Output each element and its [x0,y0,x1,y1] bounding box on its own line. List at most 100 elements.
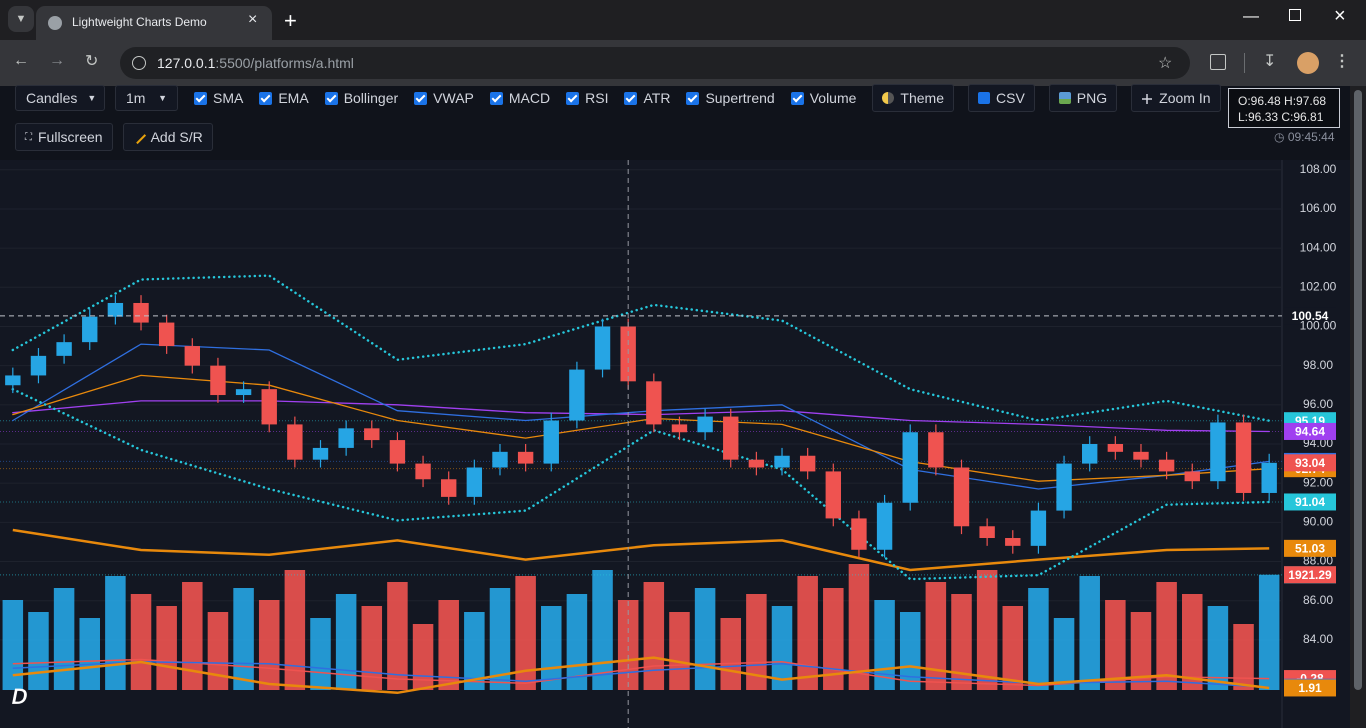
toggle[interactable]: EMA [259,90,309,106]
toggle-label: VWAP [433,90,474,106]
icon [1141,92,1153,104]
chart-type-select[interactable]: Candles ▼ [15,85,105,111]
profile[interactable] [1297,52,1319,74]
volume-bar [105,576,126,690]
volume-bar [976,570,998,690]
crosshair-badge [1284,307,1336,325]
url-field[interactable]: 127.0.0.1:5500/platforms/a.html ☆ [120,47,1190,79]
extensions[interactable] [1210,54,1226,70]
checkbox[interactable] [324,91,338,105]
toggle[interactable]: SMA [194,90,243,106]
candle-body [1133,451,1149,460]
tab-title: Lightweight Charts Demo [72,15,207,29]
interval-select[interactable]: 1m ▼ [115,85,178,111]
candle-body [56,342,72,356]
menu[interactable]: ⋮ [1334,53,1350,70]
toggle[interactable]: RSI [566,90,608,106]
price-badge [1284,493,1336,511]
candle-body [671,424,688,433]
scrollbar[interactable] [1350,86,1366,728]
toggle[interactable]: Bollinger [324,90,398,106]
candle-body [723,416,739,460]
tab[interactable]: Lightweight Charts Demo × [36,6,272,40]
clock: ◷ 09:45:44 [1274,130,1335,144]
minimize[interactable]: — [1243,8,1259,25]
checkbox[interactable] [414,91,428,105]
checkbox[interactable] [686,91,700,105]
grid [0,169,1282,641]
toggle-label: RSI [585,90,609,106]
volume-bar [1079,576,1100,690]
time: 09:45:44 [1287,130,1335,144]
tab-search[interactable]: ▼ [8,6,34,32]
toggle-label: SMA [213,90,244,106]
toolbar-button[interactable]: Zoom In [1131,84,1221,112]
toggle[interactable]: Volume [790,90,856,106]
price-badge [1284,539,1336,557]
candle-body [389,440,406,464]
volume-bar [823,588,844,690]
candle-body [646,381,662,425]
candle-body [594,326,611,370]
toggle[interactable]: Supertrend [686,90,775,106]
maximize[interactable] [1289,9,1301,21]
volume-bar [412,624,434,690]
volume-bar [233,588,254,690]
checkbox[interactable] [790,91,804,105]
candle-body [748,459,765,468]
checkbox[interactable] [566,91,580,105]
volume-bar [797,576,818,690]
toggle[interactable]: MACD [489,90,551,106]
candle-body [441,479,457,497]
volume-bar [310,618,331,690]
y-tick-label: 108.00 [1300,162,1337,176]
checkbox[interactable] [624,91,638,105]
checkbox[interactable] [194,91,207,105]
back[interactable]: ← [13,52,29,69]
icon [882,92,895,104]
y-tick-label: 104.00 [1300,240,1337,254]
reload[interactable]: ↻ [85,53,99,70]
volume-bar [1258,574,1280,690]
volume-bar [669,612,690,690]
checkbox[interactable] [489,91,503,105]
toggle[interactable]: ATR [624,90,670,106]
forward[interactable]: → [49,52,65,69]
fullscreen-button[interactable]: ⛶ Fullscreen [15,123,113,151]
site-info[interactable] [132,56,146,70]
toggle-label: MACD [508,90,551,106]
volume-bar [387,582,408,690]
volume-bar [1233,624,1254,690]
scroll-thumb[interactable] [1354,90,1362,690]
new-tab[interactable]: + [284,8,297,33]
candle-body [338,428,354,448]
price-badge-label: 94.64 [1295,425,1325,439]
buttons: Theme CSV PNG Zoom In [872,84,1221,112]
toggle[interactable]: VWAP [414,90,474,106]
crosshair: 100.54 [0,160,1336,728]
toolbar-button[interactable]: PNG [1048,84,1118,112]
toolbar-button[interactable]: Theme [872,84,954,112]
icon [1058,92,1071,104]
volume-bar [848,564,870,690]
volume-bar [1130,612,1152,690]
candle-body [569,369,585,421]
volume-bar [79,618,100,690]
candle-body [979,526,995,539]
close-window[interactable]: × [1334,5,1346,27]
volume-bar [643,582,665,690]
toolbar-button[interactable]: CSV [968,84,1035,112]
crosshair-label: 100.54 [1292,309,1329,323]
checkbox[interactable] [259,91,273,105]
downloads[interactable]: ↧ [1263,53,1277,70]
toggles: SMA EMA Bollinger VWAP MACD RSI ATR Supertrend V… [194,90,862,106]
volume-bar [1028,588,1049,690]
candle-body [312,447,329,460]
candle-body [876,502,893,550]
bookmark[interactable]: ☆ [1158,55,1173,72]
y-tick-label: 102.00 [1300,279,1337,293]
add-sr-button[interactable]: Add S/R [122,123,213,151]
tab-close[interactable]: × [248,11,258,28]
